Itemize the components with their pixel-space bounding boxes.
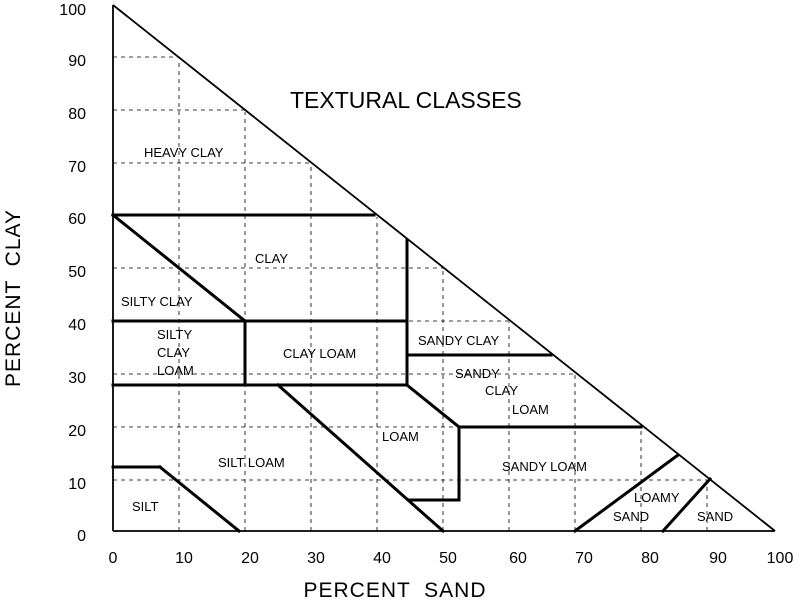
- label-loamy-sand-line2: SAND: [613, 509, 649, 524]
- x-tick: 100: [767, 550, 794, 567]
- label-silty-clay-loam-line1: SILTY: [157, 327, 192, 342]
- x-tick: 30: [307, 550, 325, 567]
- y-tick: 20: [68, 423, 86, 440]
- label-sandy-clay-loam-line1: SANDY: [455, 366, 500, 381]
- y-tick: 30: [68, 370, 86, 387]
- label-silty-clay: SILTY CLAY: [121, 294, 193, 309]
- y-tick: 100: [59, 2, 86, 19]
- x-tick: 60: [509, 550, 527, 567]
- label-sandy-clay-loam-line3: LOAM: [512, 402, 549, 417]
- x-tick: 20: [241, 550, 259, 567]
- y-tick: 50: [68, 264, 86, 281]
- y-tick: 40: [68, 317, 86, 334]
- x-axis-label: PERCENT SAND: [304, 579, 487, 600]
- label-sand: SAND: [697, 509, 733, 524]
- diagram-title: TEXTURAL CLASSES: [290, 87, 522, 113]
- label-clay: CLAY: [255, 251, 288, 266]
- label-loamy-sand-line1: LOAMY: [634, 490, 680, 505]
- label-heavy-clay: HEAVY CLAY: [144, 145, 224, 160]
- y-tick: 60: [68, 211, 86, 228]
- label-silty-clay-loam-line2: CLAY: [157, 345, 190, 360]
- label-clay-loam: CLAY LOAM: [283, 346, 356, 361]
- y-tick: 80: [68, 106, 86, 123]
- label-sandy-clay: SANDY CLAY: [418, 333, 499, 348]
- y-tick: 10: [68, 476, 86, 493]
- label-silt-loam: SILT LOAM: [218, 455, 285, 470]
- x-tick: 0: [109, 550, 118, 567]
- label-sandy-loam: SANDY LOAM: [502, 459, 587, 474]
- class-labels: HEAVY CLAY CLAY SILTY CLAY SILTY CLAY LO…: [121, 145, 733, 524]
- y-axis-ticks: 0 10 20 30 40 50 60 70 80 90 100: [59, 2, 86, 545]
- class-boundaries: [110, 212, 713, 534]
- label-loam: LOAM: [382, 429, 419, 444]
- y-tick: 70: [68, 159, 86, 176]
- x-tick: 10: [175, 550, 193, 567]
- x-tick: 40: [373, 550, 391, 567]
- y-axis-label: PERCENT CLAY: [2, 209, 25, 387]
- y-tick: 90: [68, 53, 86, 70]
- x-tick: 70: [575, 550, 593, 567]
- x-tick: 50: [439, 550, 457, 567]
- x-tick: 90: [709, 550, 727, 567]
- label-silt: SILT: [132, 499, 159, 514]
- x-tick: 80: [641, 550, 659, 567]
- y-tick: 0: [77, 528, 86, 545]
- label-sandy-clay-loam-line2: CLAY: [485, 383, 518, 398]
- grid-horizontal: [113, 56, 707, 481]
- x-axis-ticks: 0 10 20 30 40 50 60 70 80 90 100: [109, 550, 794, 567]
- label-silty-clay-loam-line3: LOAM: [157, 363, 194, 378]
